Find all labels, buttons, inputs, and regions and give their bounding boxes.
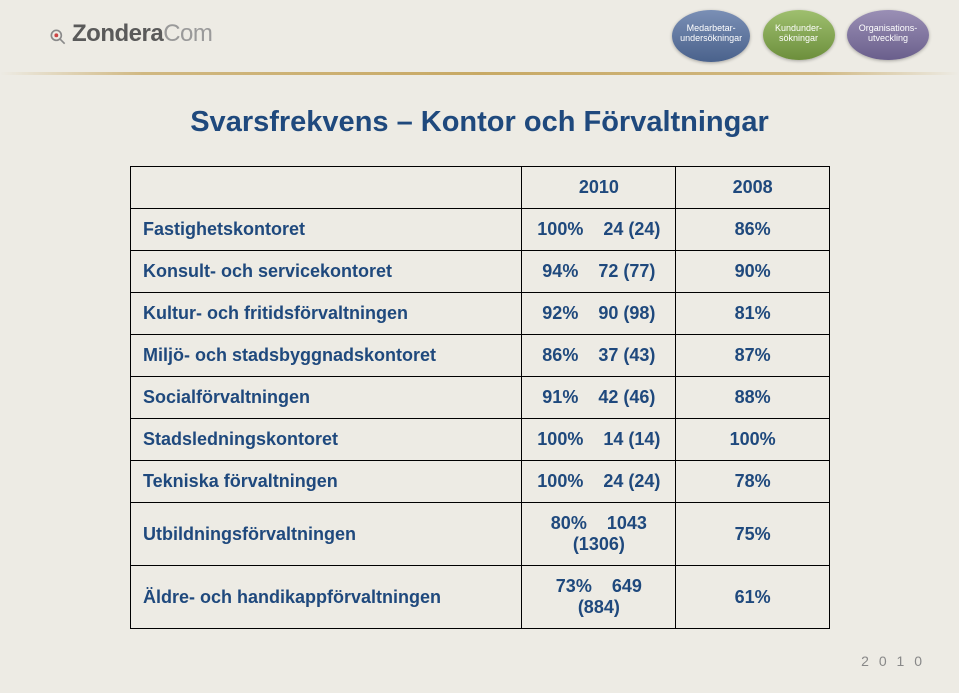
row-v1: 100% 14 (14) <box>522 419 676 461</box>
row-v2: 78% <box>676 461 830 503</box>
logo: ZonderaCom <box>48 20 212 48</box>
table-row: Konsult- och servicekontoret 94% 72 (77)… <box>131 251 830 293</box>
row-name: Fastighetskontoret <box>131 209 522 251</box>
magnifier-icon <box>48 27 68 47</box>
logo-com: Com <box>163 20 212 47</box>
row-name: Stadsledningskontoret <box>131 419 522 461</box>
row-v2: 100% <box>676 419 830 461</box>
row-v1: 80% 1043 (1306) <box>522 503 676 566</box>
table-row: Socialförvaltningen 91% 42 (46) 88% <box>131 377 830 419</box>
row-name: Utbildningsförvaltningen <box>131 503 522 566</box>
row-v1: 100% 24 (24) <box>522 209 676 251</box>
header-badges: Medarbetar-undersökningar Kundunder-sökn… <box>664 10 929 62</box>
table-row: Tekniska förvaltningen 100% 24 (24) 78% <box>131 461 830 503</box>
row-name: Kultur- och fritidsförvaltningen <box>131 293 522 335</box>
row-v1: 73% 649 (884) <box>522 566 676 629</box>
head-2008: 2008 <box>676 167 830 209</box>
row-name: Äldre- och handikappförvaltningen <box>131 566 522 629</box>
row-v1: 94% 72 (77) <box>522 251 676 293</box>
table-row: Fastighetskontoret 100% 24 (24) 86% <box>131 209 830 251</box>
row-v1: 92% 90 (98) <box>522 293 676 335</box>
footer-year: 2 0 1 0 <box>861 653 925 669</box>
head-2010: 2010 <box>522 167 676 209</box>
logo-zondera: Zondera <box>72 20 163 47</box>
table-row: Kultur- och fritidsförvaltningen 92% 90 … <box>131 293 830 335</box>
data-table: 2010 2008 Fastighetskontoret 100% 24 (24… <box>130 166 830 629</box>
table-row: Äldre- och handikappförvaltningen 73% 64… <box>131 566 830 629</box>
page-title: Svarsfrekvens – Kontor och Förvaltningar <box>0 106 959 139</box>
row-v2: 87% <box>676 335 830 377</box>
row-v1: 100% 24 (24) <box>522 461 676 503</box>
row-v2: 75% <box>676 503 830 566</box>
header-divider <box>0 72 959 75</box>
row-name: Tekniska förvaltningen <box>131 461 522 503</box>
badge-org: Organisations-utveckling <box>847 10 929 60</box>
table-row: Utbildningsförvaltningen 80% 1043 (1306)… <box>131 503 830 566</box>
row-v2: 90% <box>676 251 830 293</box>
header: ZonderaCom Medarbetar-undersökningar Kun… <box>0 0 959 78</box>
row-v2: 86% <box>676 209 830 251</box>
badge-kund: Kundunder-sökningar <box>763 10 835 60</box>
head-empty <box>131 167 522 209</box>
table-head-row: 2010 2008 <box>131 167 830 209</box>
row-name: Konsult- och servicekontoret <box>131 251 522 293</box>
row-name: Miljö- och stadsbyggnadskontoret <box>131 335 522 377</box>
row-v1: 91% 42 (46) <box>522 377 676 419</box>
badge-medarbetar: Medarbetar-undersökningar <box>672 10 750 62</box>
table-row: Stadsledningskontoret 100% 14 (14) 100% <box>131 419 830 461</box>
row-v2: 61% <box>676 566 830 629</box>
table-row: Miljö- och stadsbyggnadskontoret 86% 37 … <box>131 335 830 377</box>
row-v1: 86% 37 (43) <box>522 335 676 377</box>
row-name: Socialförvaltningen <box>131 377 522 419</box>
slide: ZonderaCom Medarbetar-undersökningar Kun… <box>0 0 959 693</box>
row-v2: 88% <box>676 377 830 419</box>
row-v2: 81% <box>676 293 830 335</box>
